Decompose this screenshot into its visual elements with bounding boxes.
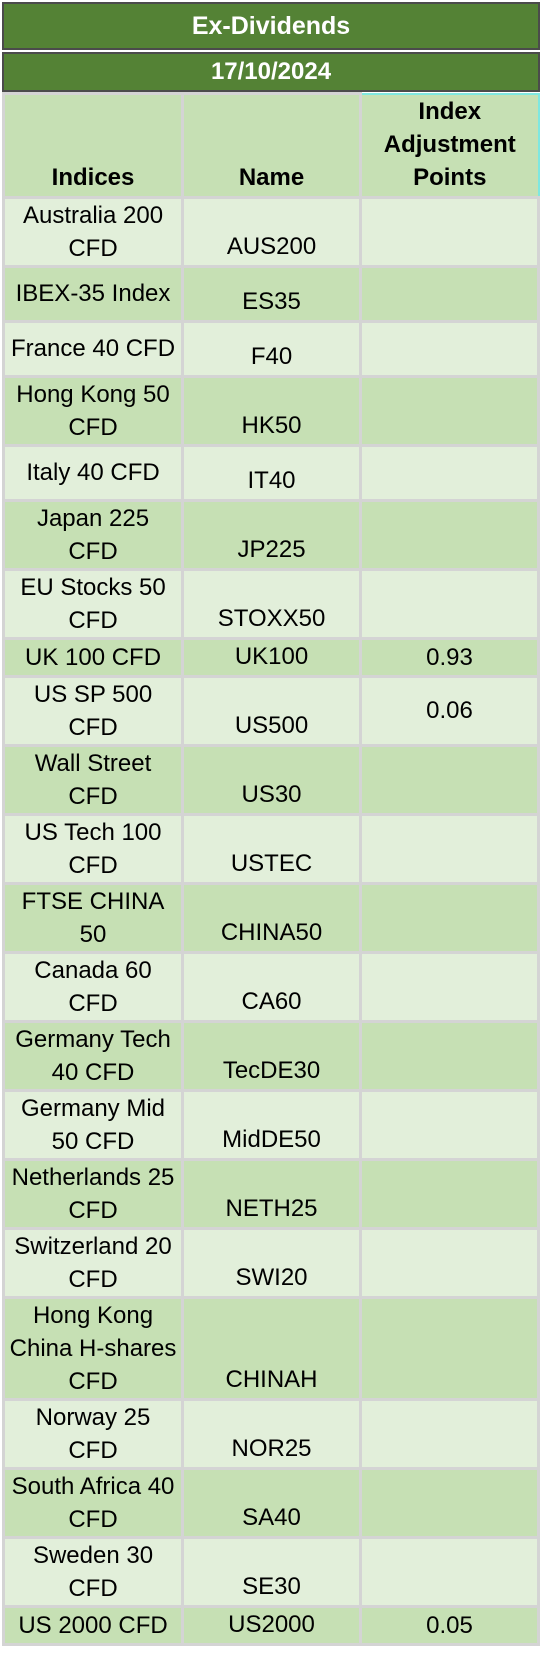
table-row: South Africa 40 CFD SA40 [1,1466,540,1539]
cell-adjustment-points [359,950,540,1023]
header-adjustment-points: Index Adjustment Points [359,92,540,198]
table-row: Norway 25 CFD NOR25 [1,1397,540,1470]
cell-adjustment-points [359,195,540,268]
cell-index: EU Stocks 50 CFD [1,567,185,640]
cell-index: Germany Tech 40 CFD [1,1019,185,1092]
cell-adjustment-points [359,319,540,378]
cell-adjustment-points [359,1019,540,1092]
cell-adjustment-points [359,567,540,640]
cell-adjustment-points [359,1295,540,1401]
cell-name: JP225 [181,498,362,571]
cell-name: ES35 [181,264,362,323]
table-row: US SP 500 CFD US500 0.06 [1,674,540,747]
cell-index: France 40 CFD [1,319,185,378]
cell-name: SA40 [181,1466,362,1539]
cell-name: HK50 [181,374,362,447]
cell-index: UK 100 CFD [1,636,185,678]
cell-name: F40 [181,319,362,378]
table-row: EU Stocks 50 CFD STOXX50 [1,567,540,640]
cell-adjustment-points [359,1157,540,1230]
cell-index: Hong Kong 50 CFD [1,374,185,447]
cell-name: US30 [181,743,362,816]
cell-name: STOXX50 [181,567,362,640]
cell-adjustment-points: 0.05 [359,1604,540,1646]
table-row: Japan 225 CFD JP225 [1,498,540,571]
cell-adjustment-points [359,1088,540,1161]
cell-index: Wall Street CFD [1,743,185,816]
cell-name: MidDE50 [181,1088,362,1161]
sheet-title: Ex-Dividends [2,2,540,50]
table-row: Wall Street CFD US30 [1,743,540,816]
cell-adjustment-points: 0.93 [359,636,540,678]
cell-name: UK100 [181,636,362,678]
table-row: Australia 200 CFD AUS200 [1,195,540,268]
table-row: FTSE CHINA 50 CHINA50 [1,881,540,954]
cell-index: Norway 25 CFD [1,1397,185,1470]
cell-adjustment-points: 0.06 [359,674,540,747]
table-body: Australia 200 CFD AUS200 IBEX-35 Index ES35… [1,195,540,1646]
table-row: Netherlands 25 CFD NETH25 [1,1157,540,1230]
cell-name: US500 [181,674,362,747]
cell-adjustment-points [359,264,540,323]
cell-name: TecDE30 [181,1019,362,1092]
header-name: Name [181,92,362,199]
table-row: Hong Kong 50 CFD HK50 [1,374,540,447]
cell-adjustment-points [359,1466,540,1539]
cell-index: Netherlands 25 CFD [1,1157,185,1230]
cell-index: Germany Mid 50 CFD [1,1088,185,1161]
cell-adjustment-points [359,498,540,571]
header-row: Indices Name Index Adjustment Points [1,92,540,199]
cell-index: FTSE CHINA 50 [1,881,185,954]
cell-name: US2000 [181,1604,362,1646]
cell-name: CA60 [181,950,362,1023]
cell-index: Switzerland 20 CFD [1,1226,185,1299]
cell-adjustment-points [359,443,540,502]
cell-index: South Africa 40 CFD [1,1466,185,1539]
cell-index: Italy 40 CFD [1,443,185,502]
table-row: Germany Tech 40 CFD TecDE30 [1,1019,540,1092]
cell-index: US SP 500 CFD [1,674,185,747]
cell-adjustment-points [359,1226,540,1299]
table-row: Italy 40 CFD IT40 [1,443,540,502]
cell-name: USTEC [181,812,362,885]
cell-adjustment-points [359,1397,540,1470]
cell-index: Hong Kong China H-shares CFD [1,1295,185,1401]
cell-index: US Tech 100 CFD [1,812,185,885]
cell-index: Sweden 30 CFD [1,1535,185,1608]
cell-name: NETH25 [181,1157,362,1230]
cell-adjustment-points [359,743,540,816]
cell-adjustment-points [359,374,540,447]
table-row: Hong Kong China H-shares CFD CHINAH [1,1295,540,1401]
table-row: Germany Mid 50 CFD MidDE50 [1,1088,540,1161]
cell-name: CHINAH [181,1295,362,1401]
cell-name: SWI20 [181,1226,362,1299]
dividends-table: Indices Name Index Adjustment Points Aus… [1,92,540,1646]
cell-name: SE30 [181,1535,362,1608]
table-row: US 2000 CFD US2000 0.05 [1,1604,540,1646]
cell-adjustment-points [359,812,540,885]
cell-index: Canada 60 CFD [1,950,185,1023]
cell-index: Japan 225 CFD [1,498,185,571]
table-row: US Tech 100 CFD USTEC [1,812,540,885]
cell-index: Australia 200 CFD [1,195,185,268]
table-row: Sweden 30 CFD SE30 [1,1535,540,1608]
cell-name: CHINA50 [181,881,362,954]
table-row: Canada 60 CFD CA60 [1,950,540,1023]
cell-adjustment-points [359,1535,540,1608]
cell-name: AUS200 [181,195,362,268]
sheet-date: 17/10/2024 [2,52,540,92]
cell-adjustment-points [359,881,540,954]
table-row: Switzerland 20 CFD SWI20 [1,1226,540,1299]
table-row: France 40 CFD F40 [1,319,540,378]
header-indices: Indices [1,92,185,199]
cell-index: IBEX-35 Index [1,264,185,323]
cell-index: US 2000 CFD [1,1604,185,1646]
table-row: UK 100 CFD UK100 0.93 [1,636,540,678]
cell-name: NOR25 [181,1397,362,1470]
table-row: IBEX-35 Index ES35 [1,264,540,323]
cell-name: IT40 [181,443,362,502]
